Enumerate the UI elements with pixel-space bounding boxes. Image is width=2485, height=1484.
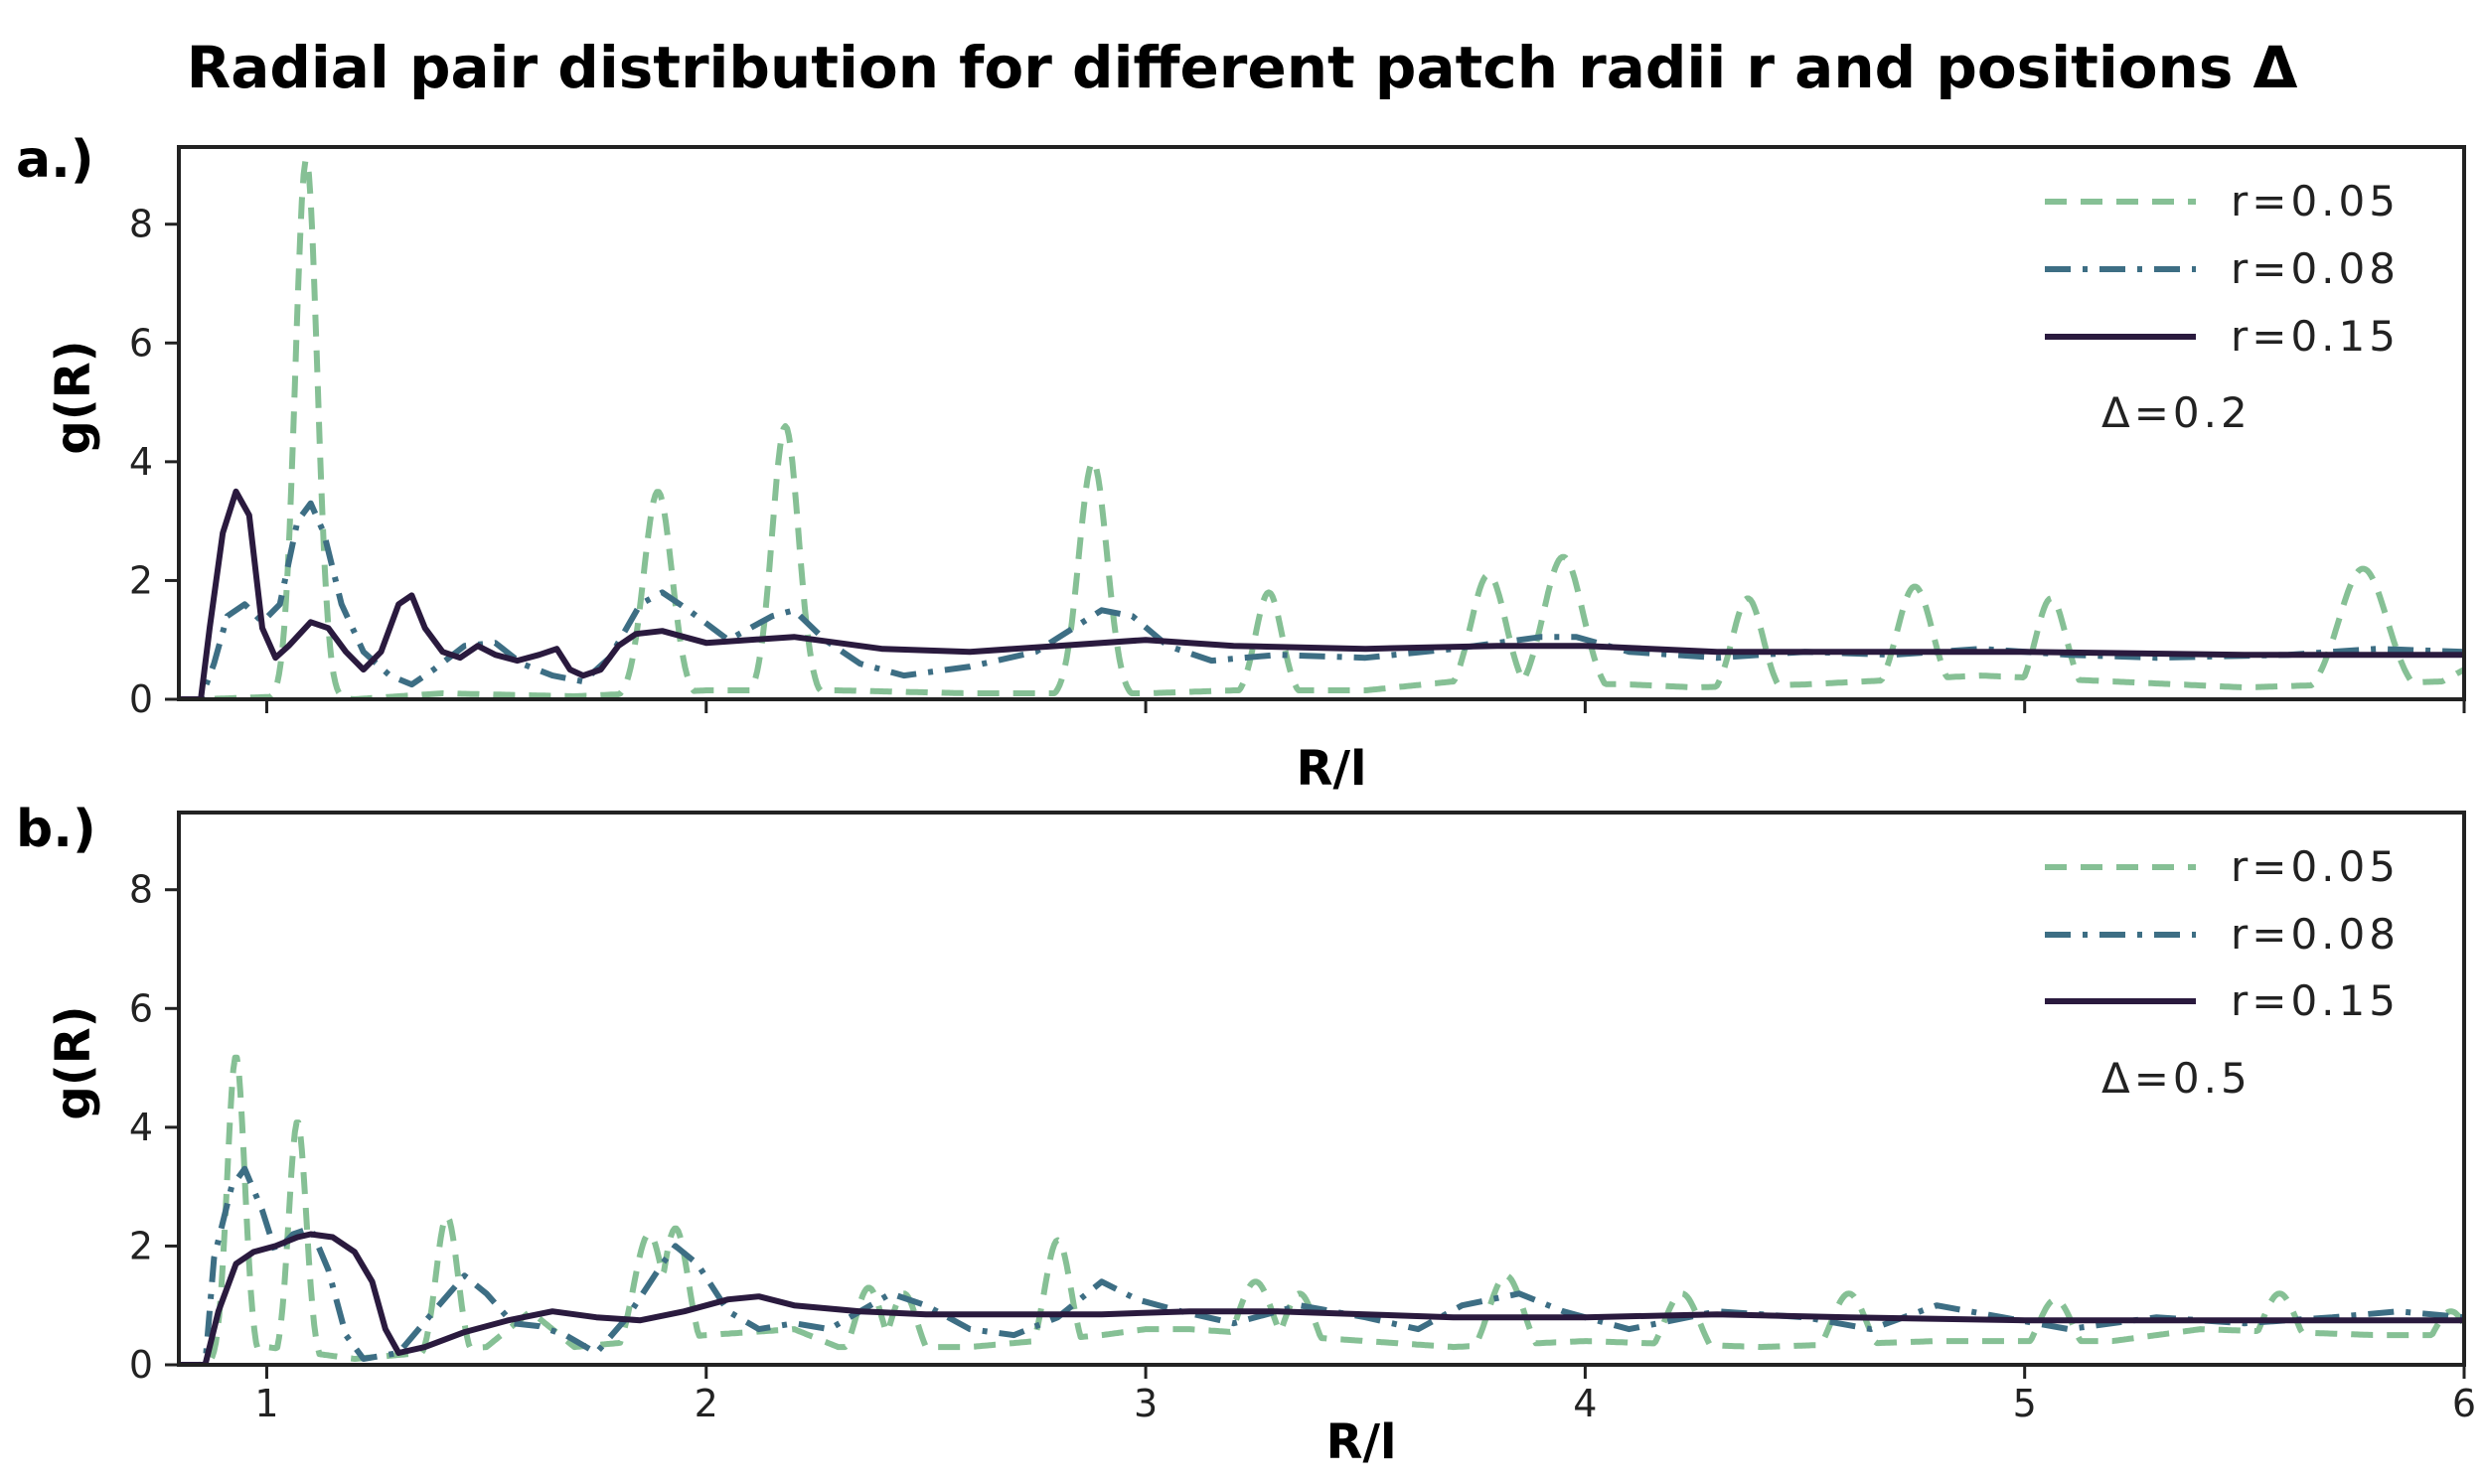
y-tick-label: 2 xyxy=(129,558,153,602)
panel-a-axes: 0 2 4 6 8 xyxy=(129,203,2466,721)
panel-b-annotation: Δ=0.5 xyxy=(2101,1054,2252,1103)
series-line-r005 xyxy=(179,157,2464,699)
y-tick-label: 8 xyxy=(129,203,153,246)
x-tick-label: 6 xyxy=(2452,1382,2476,1425)
x-tick-label: 2 xyxy=(695,1382,718,1425)
panel-a: a.) g(R) R/l 0 2 4 6 8 r=0.05 r=0.08 r=0.15 … xyxy=(16,130,2466,797)
legend-label-r008: r=0.08 xyxy=(2231,910,2400,959)
panel-a-frame xyxy=(177,145,2466,701)
series-line-r015 xyxy=(179,1231,2464,1365)
panel-b-xlabel: R/l xyxy=(1326,1414,1397,1470)
panel-a-label: a.) xyxy=(16,130,94,190)
y-tick-label: 0 xyxy=(129,677,153,721)
y-tick-label: 8 xyxy=(129,868,153,912)
panel-a-legend: r=0.05 r=0.08 r=0.15 Δ=0.2 xyxy=(2045,177,2400,437)
y-tick-label: 4 xyxy=(129,440,153,484)
panel-a-ylabel: g(R) xyxy=(46,340,101,454)
x-tick-label: 4 xyxy=(1573,1382,1597,1425)
panel-b-label: b.) xyxy=(16,800,96,859)
x-tick-label: 5 xyxy=(2013,1382,2037,1425)
legend-label-r015: r=0.15 xyxy=(2231,312,2400,361)
legend-label-r005: r=0.05 xyxy=(2231,177,2400,225)
panel-a-xlabel: R/l xyxy=(1297,741,1367,797)
panel-a-series xyxy=(179,157,2464,699)
panel-b-legend: r=0.05 r=0.08 r=0.15 Δ=0.5 xyxy=(2045,842,2400,1103)
series-line-r015 xyxy=(179,488,2464,699)
y-tick-label: 6 xyxy=(129,986,153,1030)
panel-a-annotation: Δ=0.2 xyxy=(2101,388,2252,437)
legend-label-r005: r=0.05 xyxy=(2231,842,2400,891)
y-tick-label: 6 xyxy=(129,321,153,365)
series-line-r005 xyxy=(179,1054,2464,1365)
panel-b-series xyxy=(179,1054,2464,1365)
legend-label-r015: r=0.15 xyxy=(2231,976,2400,1025)
figure-title: Radial pair distribution for different p… xyxy=(187,34,2298,101)
series-line-r008 xyxy=(179,500,2464,699)
x-tick-label: 1 xyxy=(254,1382,278,1425)
legend-label-r008: r=0.08 xyxy=(2231,244,2400,293)
panel-b-axes: 1 2 3 4 5 6 0 2 4 6 8 xyxy=(129,868,2476,1425)
panel-b-frame xyxy=(177,811,2466,1367)
y-tick-label: 2 xyxy=(129,1224,153,1267)
panel-b: b.) g(R) R/l 1 2 3 4 5 6 0 2 4 6 8 r=0.05 r=0.08 r… xyxy=(16,800,2476,1470)
panel-b-ylabel: g(R) xyxy=(46,1005,101,1119)
y-tick-label: 0 xyxy=(129,1343,153,1387)
y-tick-label: 4 xyxy=(129,1106,153,1149)
x-tick-label: 3 xyxy=(1134,1382,1158,1425)
